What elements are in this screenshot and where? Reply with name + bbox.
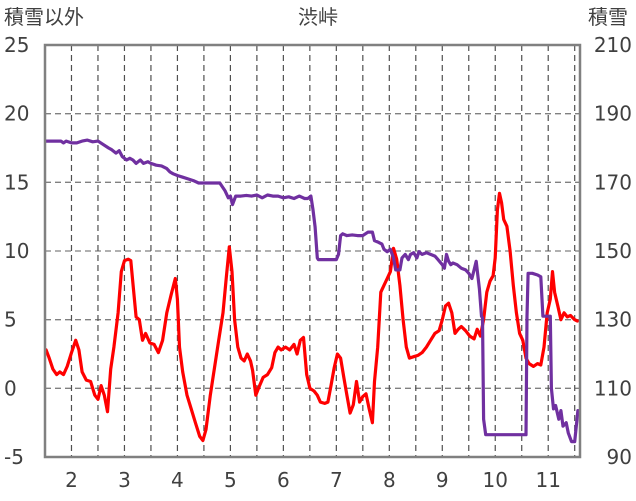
- grid: [45, 45, 580, 457]
- left-tick-0: -5: [4, 445, 24, 469]
- x-tick-7: 9: [436, 468, 449, 492]
- ticks: -5 0 5 10 15 20 25 90 110 130 150 170 190 210 2 3 4 5 6 7 8 9…: [4, 33, 632, 492]
- x-tick-2: 4: [171, 468, 184, 492]
- left-axis-label: 積雪以外: [4, 5, 84, 29]
- left-tick-4: 15: [4, 170, 29, 194]
- left-tick-6: 25: [4, 33, 29, 57]
- right-tick-0: 90: [607, 445, 632, 469]
- plot-frame: [43, 43, 582, 459]
- right-tick-1: 110: [594, 376, 632, 400]
- series-lines: [44, 138, 580, 444]
- left-tick-1: 0: [4, 376, 17, 400]
- series-line-1: [44, 191, 580, 443]
- right-tick-6: 210: [594, 33, 632, 57]
- x-tick-6: 8: [383, 468, 396, 492]
- right-tick-3: 150: [594, 239, 632, 263]
- right-tick-4: 170: [594, 170, 632, 194]
- right-tick-5: 190: [594, 102, 632, 126]
- x-tick-8: 10: [483, 468, 508, 492]
- x-tick-3: 5: [224, 468, 237, 492]
- series-line-2: [44, 138, 580, 444]
- chart-title: 渋峠: [298, 5, 338, 29]
- x-tick-4: 6: [277, 468, 290, 492]
- right-tick-2: 130: [594, 308, 632, 332]
- left-tick-5: 20: [4, 102, 29, 126]
- left-tick-3: 10: [4, 239, 29, 263]
- x-tick-0: 2: [65, 468, 78, 492]
- x-tick-1: 3: [118, 468, 131, 492]
- left-tick-2: 5: [4, 308, 17, 332]
- x-tick-9: 11: [535, 468, 560, 492]
- right-axis-label: 積雪: [588, 5, 628, 29]
- x-tick-5: 7: [330, 468, 343, 492]
